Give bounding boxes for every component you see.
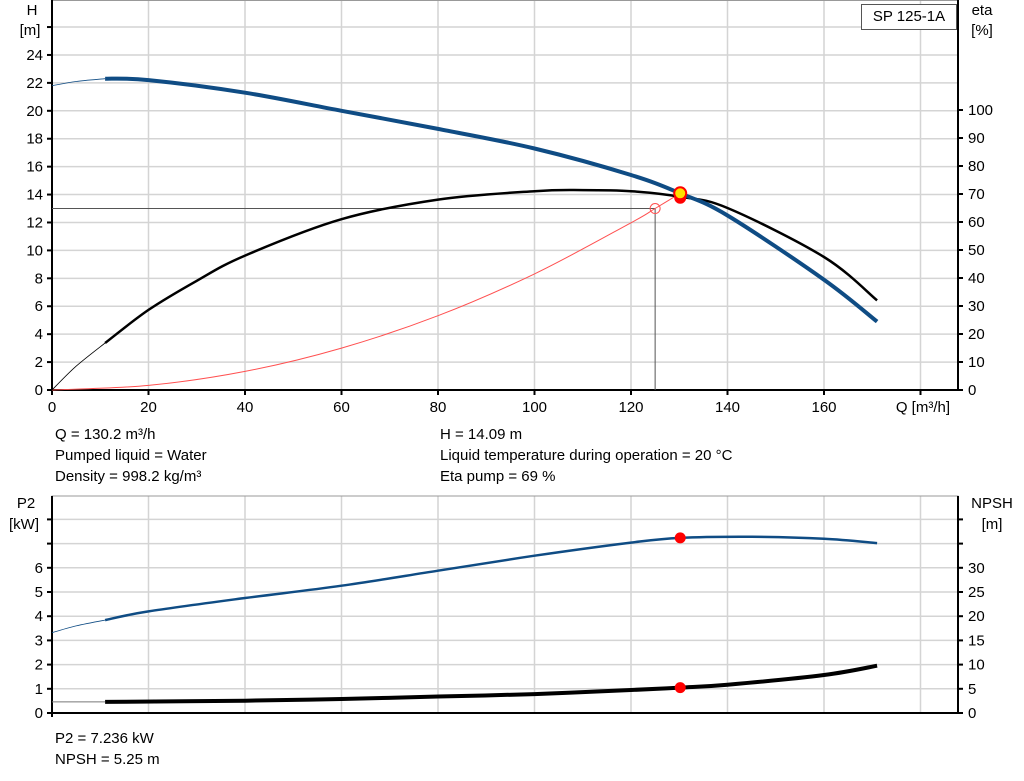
y-axis-label-left-unit: [kW]: [9, 516, 39, 533]
requested-point-marker: [649, 203, 661, 215]
y-axis-label-right-unit: [%]: [971, 22, 993, 39]
y-tick-label-right: 20: [968, 326, 985, 343]
y-tick-label-right: 15: [968, 632, 985, 649]
info-p2: P2 = 7.236 kW: [55, 730, 154, 747]
duty-point-head-marker: [673, 186, 688, 201]
y-tick-label-right: 10: [968, 354, 985, 371]
y-tick-label-right: 70: [968, 186, 985, 203]
y-tick-label-left: 4: [35, 326, 43, 343]
duty-point-p2-marker: [674, 532, 686, 544]
info-density: Density = 998.2 kg/m³: [55, 468, 202, 485]
x-axis-label: Q [m³/h]: [896, 399, 950, 416]
legend-pump-model: SP 125-1A: [861, 4, 957, 30]
y-tick-label-left: 22: [26, 75, 43, 92]
y-tick-label-left: 3: [35, 632, 43, 649]
y-tick-label-right: 0: [968, 382, 976, 399]
info-liquid: Pumped liquid = Water: [55, 447, 207, 464]
eta-curve-extrapolated: [51, 342, 106, 391]
info-npsh: NPSH = 5.25 m: [55, 751, 160, 768]
y-tick-label-left: 12: [26, 214, 43, 231]
y-tick-label-left: 18: [26, 131, 43, 148]
y-axis-label-right-unit: [m]: [982, 516, 1003, 533]
y-tick-label-right: 60: [968, 214, 985, 231]
y-axis-label-right-name: NPSH: [971, 495, 1013, 512]
info-flow: Q = 130.2 m³/h: [55, 426, 156, 443]
y-tick-label-left: 2: [35, 657, 43, 674]
y-tick-label-right: 30: [968, 560, 985, 577]
y-tick-label-right: 25: [968, 584, 985, 601]
y-tick-label-right: 20: [968, 608, 985, 625]
x-tick-label: 0: [48, 399, 56, 416]
info-block-right: H = 14.09 m Liquid temperature during op…: [440, 424, 732, 487]
y-tick-label-left: 2: [35, 354, 43, 371]
head-curve: [105, 76, 879, 324]
y-axis-label-left-unit: [m]: [20, 22, 41, 39]
y-tick-label-left: 14: [26, 187, 43, 204]
y-tick-label-right: 40: [968, 270, 985, 287]
y-axis-label-left-name: H: [27, 2, 38, 19]
p2-curve-extrapolated: [51, 619, 106, 634]
y-tick-label-left: 1: [35, 681, 43, 698]
info-temperature: Liquid temperature during operation = 20…: [440, 447, 733, 464]
p2-curve: [104, 535, 878, 622]
y-tick-label-left: 16: [26, 159, 43, 176]
y-tick-label-left: 20: [26, 103, 43, 120]
x-tick-label: 20: [140, 399, 157, 416]
y-tick-label-right: 0: [968, 705, 976, 722]
head-curve-extrapolated: [51, 78, 106, 87]
info-eta: Eta pump = 69 %: [440, 468, 556, 485]
x-tick-label: 160: [811, 399, 836, 416]
y-axis-label-left-name: P2: [17, 495, 35, 512]
npsh-curve: [105, 663, 878, 704]
y-tick-label-right: 30: [968, 298, 985, 315]
y-tick-label-right: 90: [968, 130, 985, 147]
y-tick-label-right: 80: [968, 158, 985, 175]
y-tick-label-right: 5: [968, 681, 976, 698]
y-tick-label-left: 10: [26, 242, 43, 259]
info-block-bottom: P2 = 7.236 kW NPSH = 5.25 m: [55, 728, 160, 770]
x-tick-label: 40: [237, 399, 254, 416]
info-block-left: Q = 130.2 m³/h Pumped liquid = Water Den…: [55, 424, 207, 487]
y-tick-label-left: 0: [35, 705, 43, 722]
y-tick-label-right: 10: [968, 657, 985, 674]
y-tick-label-left: 4: [35, 608, 43, 625]
y-tick-label-left: 6: [35, 298, 43, 315]
y-axis-label-right-name: eta: [972, 2, 994, 19]
x-tick-label: 60: [333, 399, 350, 416]
x-tick-label: 140: [715, 399, 740, 416]
system-curve: [51, 192, 681, 391]
y-tick-label-left: 24: [26, 47, 43, 64]
y-tick-label-right: 50: [968, 242, 985, 259]
y-tick-label-right: 100: [968, 102, 993, 119]
y-tick-label-left: 8: [35, 270, 43, 287]
y-tick-label-left: 6: [35, 560, 43, 577]
x-tick-label: 120: [618, 399, 643, 416]
x-tick-label: 80: [430, 399, 447, 416]
eta-curve: [104, 188, 878, 344]
info-head: H = 14.09 m: [440, 426, 523, 443]
x-tick-label: 100: [522, 399, 547, 416]
y-tick-label-left: 0: [35, 382, 43, 399]
duty-point-npsh-marker: [674, 682, 686, 694]
y-tick-label-left: 5: [35, 584, 43, 601]
